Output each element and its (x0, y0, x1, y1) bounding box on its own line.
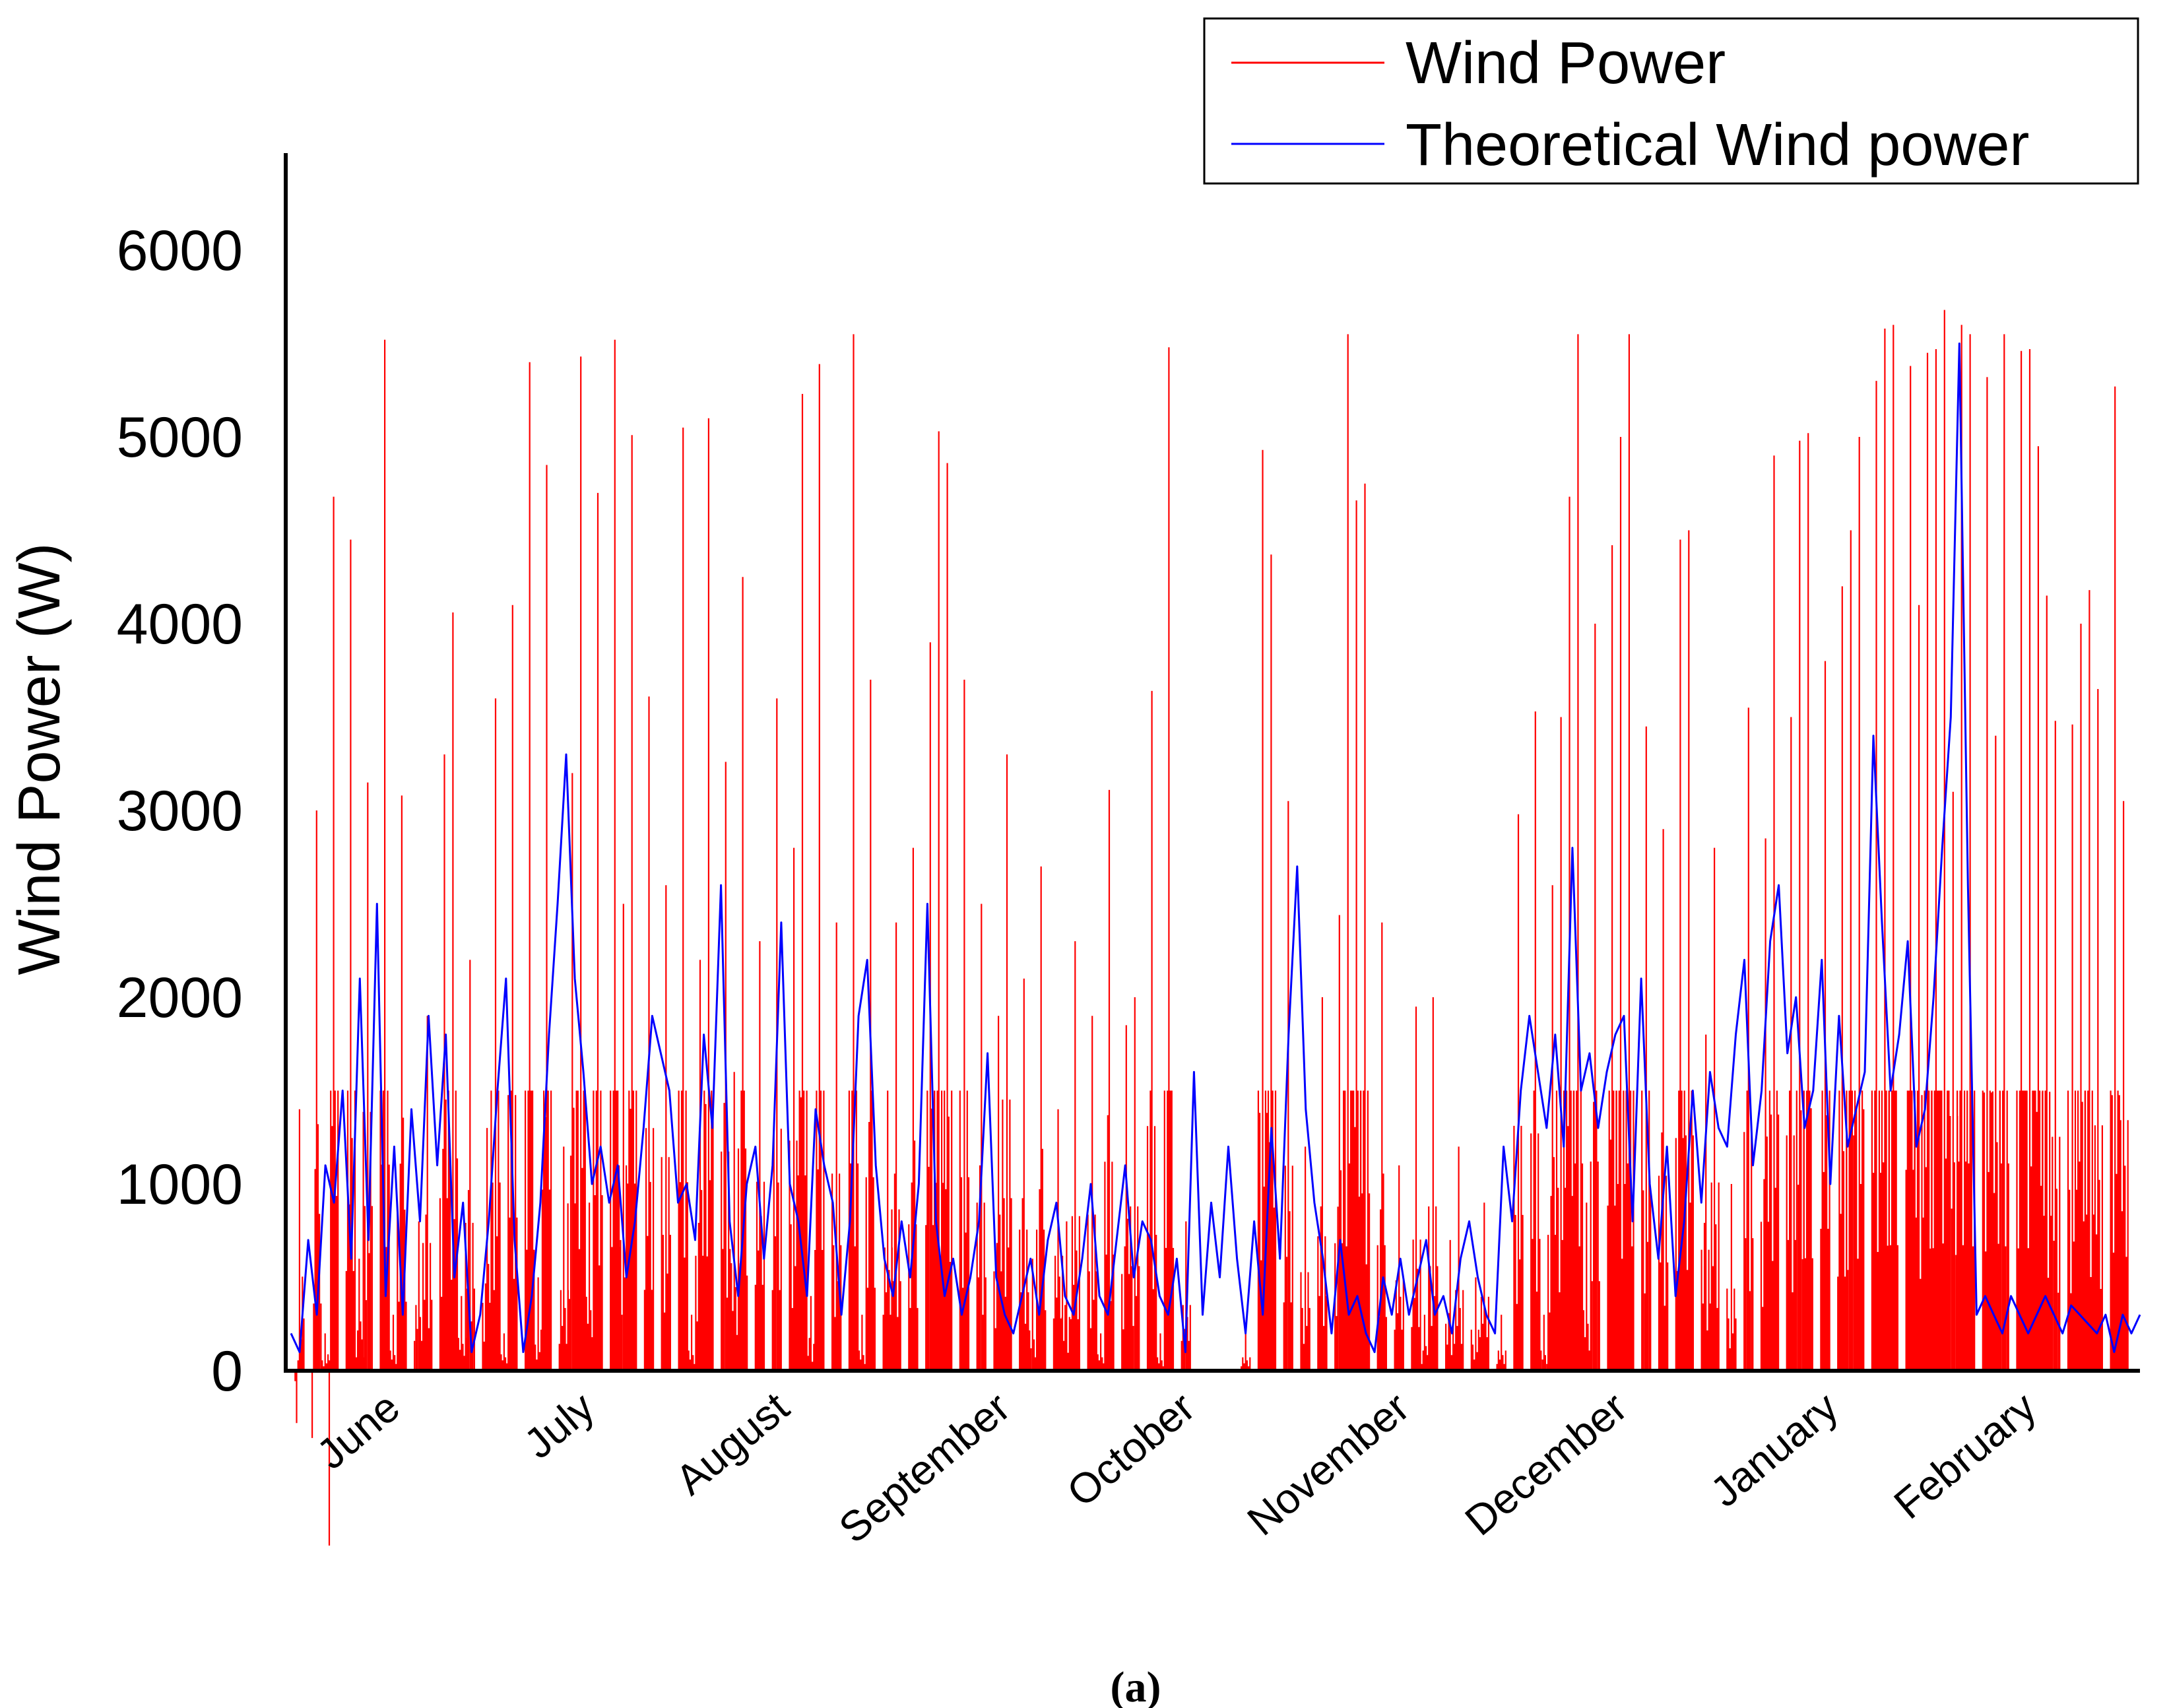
x-tick-label-june: June (308, 1383, 408, 1478)
x-tick-label-september: September (830, 1383, 1019, 1552)
legend-label-wind-power: Wind Power (1406, 30, 1726, 96)
x-tick-label-january: January (1701, 1383, 1847, 1517)
x-tick-label-august: August (666, 1383, 798, 1503)
figure-caption: (a) (1111, 1663, 1161, 1708)
x-tick-label-july: July (515, 1383, 603, 1468)
theoretical-wind-power-series (290, 343, 2141, 1354)
theoretical-wind-power-line (290, 343, 2141, 1354)
wind-power-series (294, 310, 2129, 1546)
x-tick-labels: June July August September October November De… (308, 1383, 2045, 1552)
wind-power-line (294, 310, 2129, 1546)
legend-label-theoretical-wind-power: Theoretical Wind power (1406, 112, 2029, 178)
y-axis-title: Wind Power (W) (7, 542, 73, 975)
y-tick-labels: 0 1000 2000 3000 4000 5000 6000 (117, 219, 243, 1403)
x-tick-label-february: February (1885, 1383, 2045, 1528)
x-tick-label-november: November (1239, 1383, 1418, 1545)
y-tick-label-4000: 4000 (117, 593, 243, 656)
y-tick-label-3000: 3000 (117, 779, 243, 843)
legend: Wind Power Theoretical Wind power (1203, 17, 2139, 185)
x-tick-label-december: December (1456, 1383, 1636, 1545)
x-tick-label-october: October (1058, 1383, 1204, 1516)
legend-box (1203, 17, 2139, 185)
plot-area (290, 310, 2141, 1546)
y-tick-label-0: 0 (211, 1340, 243, 1403)
y-tick-label-6000: 6000 (117, 219, 243, 282)
y-tick-label-5000: 5000 (117, 406, 243, 469)
y-tick-label-2000: 2000 (117, 966, 243, 1030)
y-tick-label-1000: 1000 (117, 1153, 243, 1216)
